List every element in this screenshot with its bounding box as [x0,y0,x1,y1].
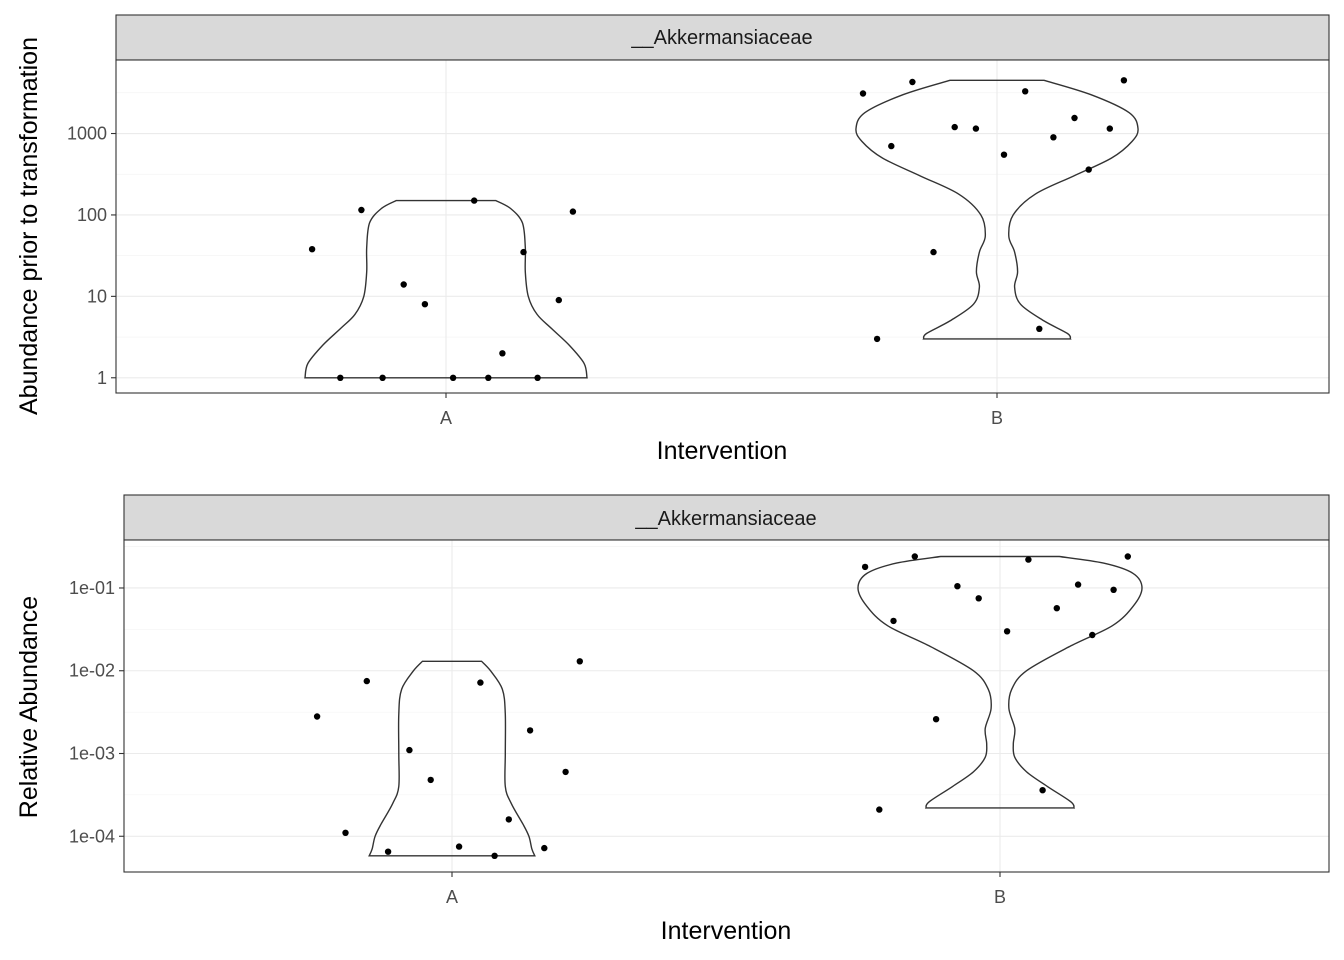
data-point [455,843,463,850]
data-point [541,844,548,852]
data-point [526,727,534,734]
data-point [954,583,961,590]
y-axis-title: Relative Abundance [15,596,43,818]
data-point [400,281,407,288]
strip-label: __Akkermansiaceae [630,27,812,49]
data-point [562,768,569,776]
data-point [1074,581,1082,588]
x-axis-title: Intervention [657,437,788,465]
data-point [505,816,512,823]
data-point [427,776,434,784]
data-point [1039,787,1046,794]
data-points [308,77,1128,381]
data-point [911,553,918,560]
violins [368,555,1143,857]
data-point [972,125,980,132]
data-point [379,374,386,381]
data-point [477,679,484,686]
strip-background [115,14,1330,61]
y-axis: 1 10 100 1000 [67,124,116,388]
violin-b [855,79,1139,340]
data-point [308,246,316,253]
data-point [471,197,478,204]
strip-label: __Akkermansiaceae [634,508,816,530]
data-point [859,90,867,97]
data-point [569,208,577,215]
data-point [449,374,457,381]
y-tick-label: 1e-03 [69,744,115,764]
data-point [555,296,562,304]
violin-b [857,555,1143,809]
data-point [890,617,897,625]
data-point [1106,125,1114,132]
plot-background [116,60,1329,393]
y-axis-title: Abundance prior to transformation [15,37,43,415]
data-point [1036,325,1043,332]
y-tick-label: 1000 [67,124,107,144]
data-point [1053,605,1061,612]
y-tick-label: 1e-01 [69,578,115,598]
data-point [384,848,392,855]
y-tick-label: 1 [97,368,107,388]
data-point [499,350,506,357]
data-point [1085,166,1092,173]
data-point [1071,114,1078,122]
data-point [873,335,881,343]
y-tick-label: 100 [77,205,107,225]
data-point [1021,88,1029,95]
data-point [363,677,370,685]
plot-border [115,59,1330,394]
data-point [1110,586,1117,593]
x-axis-title: Intervention [661,917,792,945]
data-point [951,123,958,131]
data-point [1000,151,1008,158]
y-axis: 1e-04 1e-03 1e-02 1e-01 [69,578,124,846]
y-tick-label: 1e-02 [69,661,115,681]
data-points [313,553,1132,859]
x-tick-label: B [994,887,1006,907]
data-point [491,852,498,859]
plot-background [124,540,1329,872]
data-point [1003,628,1011,635]
gridlines [124,540,1329,872]
data-point [888,142,895,150]
data-point [1089,631,1096,639]
data-point [1120,77,1128,84]
violin-a [304,199,588,379]
violins [304,79,1139,379]
data-point [876,806,883,813]
data-point [406,746,413,754]
data-point [520,248,527,256]
data-point [421,301,429,308]
y-tick-label: 10 [87,286,107,306]
data-point [932,716,940,723]
x-tick-label: B [991,408,1003,428]
data-point [485,374,492,381]
data-point [358,206,365,214]
data-point [1025,556,1032,563]
data-point [1050,134,1057,141]
data-point [1124,553,1132,560]
data-point [337,374,344,381]
x-tick-label: A [440,408,452,428]
data-point [861,563,869,571]
panel-bottom: __Akkermansiaceae 1e-04 1e-03 1e-02 1e-01 A… [15,494,1330,945]
y-tick-label: 1e-04 [69,826,115,846]
data-point [930,248,937,256]
data-point [975,595,982,602]
data-point [576,658,583,665]
x-tick-label: A [446,887,458,907]
data-point [313,713,321,720]
data-point [909,78,916,86]
strip-background [123,494,1330,541]
plot-border [123,539,1330,873]
data-point [342,829,349,836]
data-point [534,374,541,381]
violin-a [368,660,536,857]
